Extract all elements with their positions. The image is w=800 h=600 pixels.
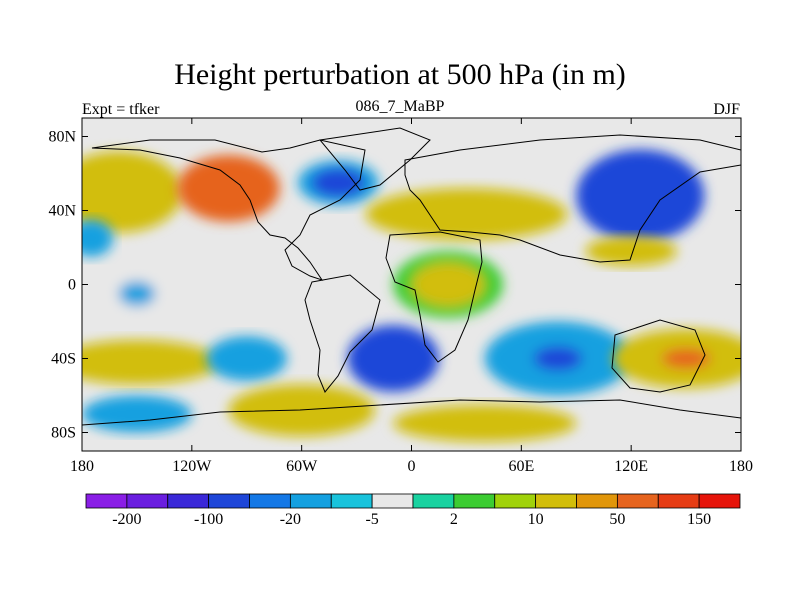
x-tick-label: 60E: [508, 458, 534, 475]
y-tick-label: 80S: [51, 425, 76, 442]
field-anomaly-2: [298, 160, 379, 205]
colorbar-label: -100: [194, 511, 223, 528]
colorbar-swatch: [126, 493, 169, 509]
field-anomaly-5: [585, 236, 677, 266]
field-anomaly-16: [82, 395, 192, 433]
plot-area: [82, 118, 741, 451]
colorbar-swatch: [494, 493, 537, 509]
colorbar-swatch: [330, 493, 373, 509]
coastlines: [82, 127, 741, 426]
colorbar-swatch: [249, 493, 291, 509]
colorbar-label: 50: [609, 511, 625, 528]
field-anomaly-13: [612, 328, 741, 389]
colorbar-swatch: [167, 493, 210, 509]
field-layer: [82, 149, 741, 442]
field-anomaly-9: [82, 340, 220, 385]
colorbar-swatch: [535, 493, 577, 509]
colorbar: -200 -100 -20 -5 2 10 50 150: [85, 493, 741, 528]
colorbar-label: 150: [687, 511, 711, 528]
y-tick-label: 80N: [48, 129, 76, 146]
case-label: 086_7_MaBP: [355, 98, 445, 115]
field-anomaly-11: [347, 325, 439, 392]
field-anomaly-4: [576, 149, 705, 242]
coastline-greenland: [319, 127, 431, 191]
x-tick-label: 180: [70, 458, 94, 475]
colorbar-swatch: [412, 493, 455, 509]
x-tick-label: 0: [408, 458, 416, 475]
colorbar-swatch: [698, 493, 741, 509]
experiment-label: Expt = tfker: [82, 101, 160, 118]
colorbar-swatch: [616, 493, 659, 509]
field-anomaly-3: [365, 188, 568, 241]
field-anomaly-7: [109, 275, 165, 313]
coastline-eurasia: [404, 134, 741, 263]
season-label: DJF: [713, 101, 740, 118]
colorbar-label: -5: [365, 511, 378, 528]
field-anomaly-1: [177, 155, 280, 222]
coastline-north-america: [91, 139, 366, 281]
colorbar-label: 2: [450, 511, 458, 528]
field-anomaly-15: [393, 404, 577, 442]
colorbar-label: 10: [528, 511, 544, 528]
y-axis: 80N 40N 0 40S 80S: [48, 129, 741, 442]
colorbar-swatch: [208, 493, 250, 509]
x-tick-label: 120E: [614, 458, 648, 475]
colorbar-swatch: [85, 493, 128, 509]
colorbar-swatch: [576, 493, 618, 509]
colorbar-swatch: [371, 493, 414, 509]
field-anomaly-12: [484, 321, 632, 396]
coastline-south-america: [304, 274, 381, 393]
x-tick-label: 180: [729, 458, 753, 475]
chart-title: Height perturbation at 500 hPa (in m): [174, 58, 626, 91]
colorbar-swatch: [657, 493, 700, 509]
field-anomaly-8: [393, 251, 504, 318]
y-tick-label: 40S: [51, 351, 76, 368]
field-anomaly-10: [206, 336, 288, 381]
coastline-australia: [611, 319, 706, 393]
colorbar-label: -200: [112, 511, 141, 528]
x-tick-label: 120W: [172, 458, 212, 475]
field-anomaly-6: [82, 219, 114, 257]
field-anomaly-0: [82, 151, 183, 233]
x-axis: 180 120W 60W 0 60E 120E 180: [70, 118, 753, 475]
coastline-antarctica: [82, 399, 741, 426]
coastline-africa: [385, 231, 483, 363]
colorbar-swatch: [289, 493, 332, 509]
y-tick-label: 40N: [48, 203, 76, 220]
colorbar-swatch: [453, 493, 496, 509]
colorbar-label: -20: [280, 511, 301, 528]
y-tick-label: 0: [68, 277, 76, 294]
x-tick-label: 60W: [286, 458, 318, 475]
